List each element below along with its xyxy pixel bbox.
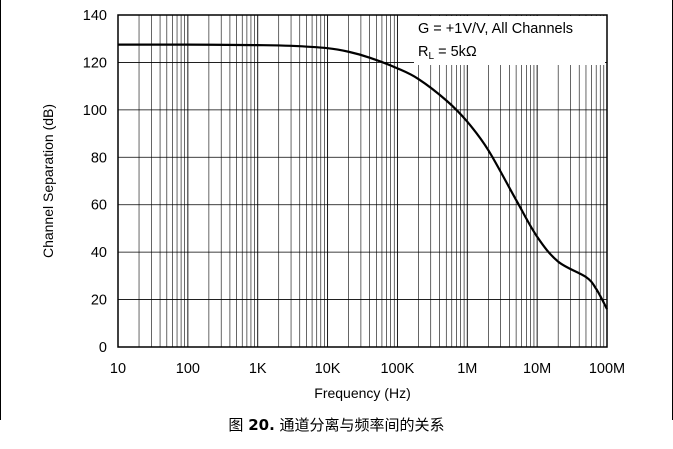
y-tick-label: 60 <box>91 198 107 214</box>
channel-separation-chart: 10 100 1K 10K 100K 1M 10M 100M 0 20 40 60 80 100 120 14… <box>0 0 673 420</box>
legend-load-prefix: R <box>418 44 428 60</box>
legend: G = +1V/V, All Channels RL = 5kΩ <box>414 16 605 65</box>
x-tick-label: 1M <box>457 361 477 377</box>
legend-line-load: RL = 5kΩ <box>418 44 477 62</box>
y-tick-label: 120 <box>83 55 107 71</box>
figure-caption: 图 20. 通道分离与频率间的关系 <box>0 414 673 435</box>
tick-labels: 10 100 1K 10K 100K 1M 10M 100M 0 20 40 60 80 100 120 14… <box>83 8 625 377</box>
series-line <box>117 43 608 310</box>
legend-load-subscript: L <box>428 51 434 62</box>
y-tick-label: 0 <box>99 340 107 356</box>
y-tick-label: 100 <box>83 103 107 119</box>
caption-text: 通道分离与频率间的关系 <box>274 416 445 434</box>
x-tick-label: 10K <box>315 361 341 377</box>
caption-prefix: 图 <box>228 416 249 434</box>
y-tick-label: 20 <box>91 293 107 309</box>
y-tick-label: 40 <box>91 245 107 261</box>
x-tick-label: 100K <box>380 361 414 377</box>
data-series <box>117 43 608 310</box>
x-tick-label: 10M <box>523 361 551 377</box>
legend-box <box>414 16 605 65</box>
caption-number: 20. <box>248 416 275 434</box>
legend-load-suffix: = 5kΩ <box>434 44 477 60</box>
y-tick-label: 140 <box>83 8 107 24</box>
legend-line-gain: G = +1V/V, All Channels <box>418 21 573 37</box>
x-tick-label: 100 <box>176 361 200 377</box>
plot-border <box>117 14 608 348</box>
x-tick-label: 100M <box>589 361 625 377</box>
x-tick-label: 1K <box>249 361 267 377</box>
y-tick-label: 80 <box>91 150 107 166</box>
plot-grid <box>118 15 607 347</box>
x-tick-label: 10 <box>110 361 126 377</box>
x-axis-label: Frequency (Hz) <box>314 385 410 401</box>
y-axis-label: Channel Separation (dB) <box>40 104 56 258</box>
